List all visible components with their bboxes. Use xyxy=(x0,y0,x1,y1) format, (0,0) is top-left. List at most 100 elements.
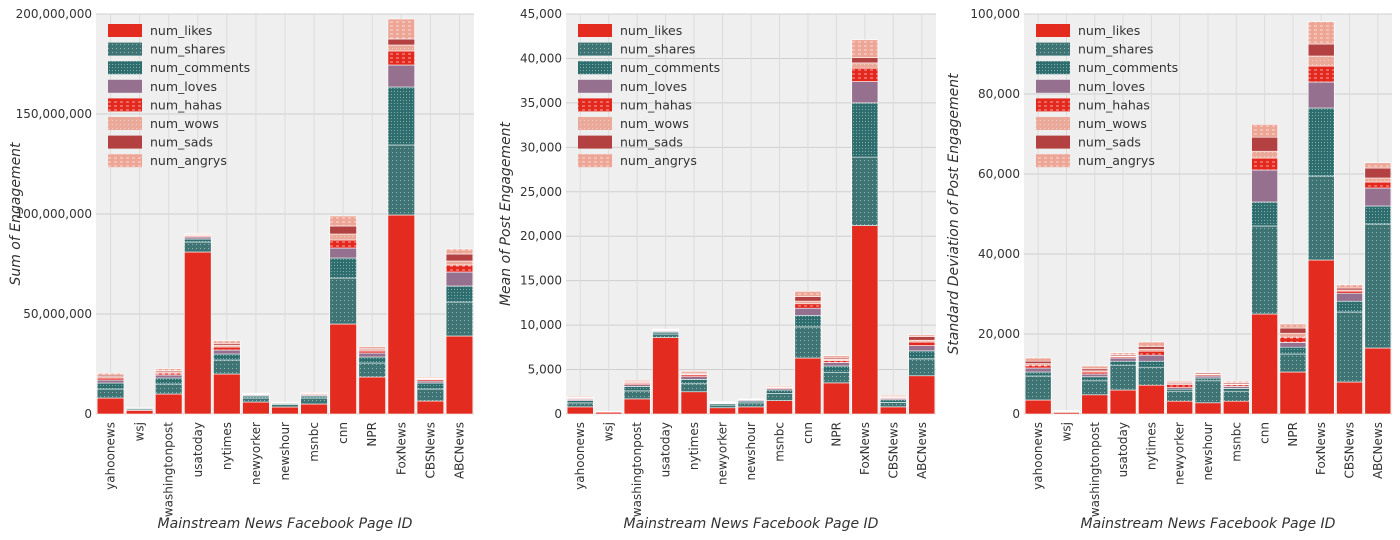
bar-hatch xyxy=(709,405,736,408)
bar-num-likes xyxy=(1166,400,1194,415)
bar-hatch xyxy=(1308,21,1335,44)
x-tick-label: CBSNews xyxy=(1343,422,1357,478)
bar-num-sads xyxy=(1024,360,1052,364)
bar-num-likes xyxy=(1336,381,1363,415)
legend-swatch-hatch xyxy=(1036,98,1070,112)
bar-num-likes xyxy=(851,225,879,415)
bar-num-likes xyxy=(623,398,651,415)
bar-hatch xyxy=(1166,389,1193,392)
legend: num_likes num_shares num_comments num_loves… xyxy=(108,23,250,168)
bar-num-loves xyxy=(680,376,708,380)
legend-swatch-hatch xyxy=(578,154,612,168)
bar-hatch xyxy=(567,402,594,407)
bar-hatch xyxy=(184,239,212,242)
x-tick-label: usatoday xyxy=(191,422,205,477)
bar-hatch xyxy=(823,360,850,363)
bar-num-likes xyxy=(125,410,154,415)
bar-hatch xyxy=(242,398,270,402)
x-tick-label: FoxNews xyxy=(858,422,872,475)
legend-label: num_sads xyxy=(150,135,213,150)
bar-hatch xyxy=(652,332,679,334)
y-axis-label: Standard Deviation of Post Engagement xyxy=(946,73,962,355)
bar-hatch xyxy=(1364,162,1391,168)
bar-hatch xyxy=(823,355,850,358)
bar-hatch xyxy=(1223,391,1250,402)
y-tick-label: 0 xyxy=(84,407,92,421)
x-tick-labels: yahoonews wsj washingtonpost usatoday nytime… xyxy=(1031,422,1385,517)
y-tick-label: 50,000,000 xyxy=(23,307,92,321)
bar-hatch xyxy=(766,393,793,401)
x-tick-label: washingtonpost xyxy=(162,422,176,517)
bar-num-likes xyxy=(680,391,708,415)
bar-hatch xyxy=(446,261,473,265)
bar-num-sads xyxy=(445,253,474,262)
bar-hatch xyxy=(1025,363,1052,366)
bar-hatch xyxy=(1166,384,1193,388)
legend-swatch-hatch xyxy=(1036,42,1070,56)
bar-hatch xyxy=(1251,124,1278,138)
x-tick-label: FoxNews xyxy=(394,422,408,475)
legend-label: num_wows xyxy=(1078,116,1147,131)
legend-swatch xyxy=(578,79,612,93)
x-tick-label: usatoday xyxy=(1116,422,1130,477)
legend-label: num_angrys xyxy=(620,153,697,168)
y-tick-label: 60,000 xyxy=(978,167,1020,181)
x-tick-label: newshour xyxy=(1201,422,1215,481)
bar-num-likes xyxy=(155,393,183,415)
bar-hatch xyxy=(1138,351,1165,356)
bar-hatch xyxy=(1364,224,1391,348)
bar-hatch xyxy=(213,340,241,344)
bar-hatch xyxy=(1364,178,1391,182)
y-tick-labels: 0 50,000,000 100,000,000 150,000,000 200,000… xyxy=(16,7,92,421)
legend-swatch-hatch xyxy=(578,98,612,112)
bar-num-likes xyxy=(794,357,822,415)
bar-hatch xyxy=(155,384,183,394)
bar-hatch xyxy=(794,315,822,327)
bar-num-likes xyxy=(1024,399,1052,415)
x-tick-label: wsj xyxy=(1059,422,1073,441)
bar-num-likes xyxy=(1138,384,1165,415)
bar-num-likes xyxy=(766,400,793,415)
legend-label: num_loves xyxy=(150,79,217,94)
bar-num-angrys xyxy=(566,395,594,398)
x-tick-label: CBSNews xyxy=(423,422,437,478)
bar-hatch xyxy=(387,45,415,51)
x-tick-label: newshour xyxy=(744,422,758,481)
bar-hatch xyxy=(446,302,473,336)
legend-label: num_comments xyxy=(620,60,720,75)
bar-hatch xyxy=(417,383,444,389)
bar-hatch xyxy=(155,373,183,375)
bar-hatch xyxy=(880,399,907,403)
x-tick-label: newshour xyxy=(278,422,292,481)
x-tick-label: cnn xyxy=(336,422,350,444)
bar-hatch xyxy=(851,102,878,158)
bar-num-loves xyxy=(1307,81,1335,109)
bar-hatch xyxy=(766,390,793,394)
x-tick-label: FoxNews xyxy=(1314,422,1328,475)
bar-hatch xyxy=(358,346,386,349)
bar-num-likes xyxy=(566,406,594,415)
bar-num-likes xyxy=(822,382,850,415)
bar-hatch xyxy=(358,351,386,353)
bar-hatch xyxy=(387,145,415,215)
x-tick-label: cnn xyxy=(1258,422,1272,444)
bar-hatch xyxy=(1138,349,1165,352)
bar-hatch xyxy=(97,373,124,376)
bar-hatch xyxy=(242,396,270,398)
bar-hatch xyxy=(387,51,415,65)
bar-hatch xyxy=(880,402,907,407)
x-tick-label: washingtonpost xyxy=(630,422,644,517)
bar-hatch xyxy=(851,68,878,82)
x-tick-label: yahoonews xyxy=(1031,422,1045,490)
bar-num-likes xyxy=(445,335,474,415)
bar-num-likes xyxy=(908,375,936,415)
bar-num-likes xyxy=(213,373,241,415)
bar-hatch xyxy=(794,303,822,309)
bar-num-likes xyxy=(1109,389,1137,415)
bar-num-likes xyxy=(416,400,445,415)
y-tick-label: 45,000 xyxy=(520,7,562,21)
legend-swatch xyxy=(1036,24,1070,37)
legend-label: num_likes xyxy=(1078,23,1140,38)
bar-hatch xyxy=(851,157,878,226)
bar-hatch xyxy=(1025,358,1052,362)
